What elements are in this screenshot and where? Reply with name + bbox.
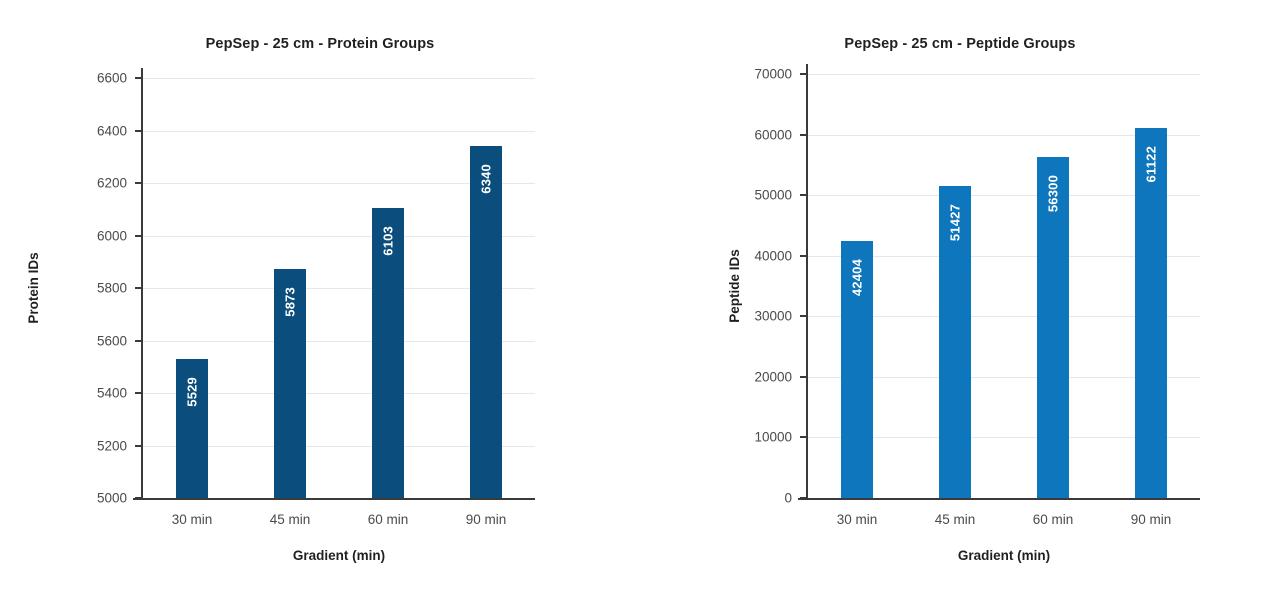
y-axis-tick — [800, 255, 808, 257]
y-axis-tick-label: 5200 — [96, 438, 127, 454]
y-axis-line — [806, 64, 808, 498]
y-axis-tick — [135, 130, 143, 132]
y-axis-line — [141, 68, 143, 498]
y-axis-tick — [800, 376, 808, 378]
plot-canvas-protein-groups: 6600 6400 6200 6000 5800 5600 5400 5200 5000 5529… — [97, 68, 535, 527]
gridline — [143, 236, 535, 237]
bar[interactable]: 6340 — [470, 146, 502, 498]
y-axis-tick — [800, 436, 808, 438]
y-axis-tick-label: 5800 — [96, 280, 127, 296]
bar-value-label: 56300 — [1045, 175, 1061, 213]
y-axis-tick-label: 5600 — [96, 333, 127, 349]
x-axis-tick-label: 90 min — [1130, 512, 1172, 527]
chart-panel-peptide-groups: PepSep - 25 cm - Peptide Groups 70000 600… — [640, 0, 1280, 596]
x-axis-title-gradient: Gradient (min) — [292, 548, 386, 563]
y-axis-tick-label: 50000 — [754, 187, 792, 203]
y-axis-tick — [800, 73, 808, 75]
gridline — [808, 135, 1200, 136]
y-axis-tick-label: 6600 — [96, 70, 127, 86]
y-axis-tick — [800, 194, 808, 196]
bar[interactable]: 5873 — [274, 269, 306, 498]
bar[interactable]: 61122 — [1135, 128, 1167, 498]
plot-area-peptide-groups: 70000 60000 50000 40000 30000 20000 10000 0 4240… — [754, 64, 1200, 527]
bar[interactable]: 5529 — [176, 359, 208, 498]
gridline — [808, 316, 1200, 317]
bar-value-label: 51427 — [947, 204, 963, 242]
y-axis-tick-label: 5400 — [96, 385, 127, 401]
bar-value-label: 5529 — [184, 377, 200, 407]
chart-title-protein-groups: PepSep - 25 cm - Protein Groups — [205, 36, 435, 52]
gridline — [808, 74, 1200, 75]
gridline — [143, 183, 535, 184]
gridline — [808, 437, 1200, 438]
y-axis-tick-label: 6000 — [96, 228, 127, 244]
x-axis-tick-label: 30 min — [171, 512, 213, 527]
y-axis-tick — [135, 77, 143, 79]
gridline — [808, 195, 1200, 196]
y-axis-tick — [135, 182, 143, 184]
gridline — [808, 256, 1200, 257]
bar-value-label: 6103 — [380, 226, 396, 256]
bar-value-label: 61122 — [1143, 146, 1159, 183]
y-axis-tick — [135, 340, 143, 342]
y-axis-tick-label: 20000 — [754, 369, 792, 385]
y-axis-tick-label: 30000 — [754, 308, 792, 324]
x-axis-tick-label: 60 min — [1032, 512, 1074, 527]
y-axis-tick — [135, 392, 143, 394]
bar[interactable]: 56300 — [1037, 157, 1069, 498]
x-axis-title-gradient: Gradient (min) — [957, 548, 1051, 563]
y-axis-title-protein-ids: Protein IDs — [26, 252, 41, 324]
bar[interactable]: 51427 — [939, 186, 971, 498]
x-axis-tick-label: 90 min — [465, 512, 507, 527]
y-axis-tick — [800, 315, 808, 317]
x-axis-line — [798, 498, 1200, 500]
chart-panel-protein-groups: PepSep - 25 cm - Protein Groups 6600 6400… — [26, 36, 535, 563]
x-axis-tick-label: 45 min — [934, 512, 976, 527]
y-axis-tick-label: 6200 — [96, 175, 127, 191]
bar-value-label: 5873 — [282, 287, 298, 317]
y-axis-tick — [135, 287, 143, 289]
y-axis-tick-label: 40000 — [754, 248, 792, 264]
bar-value-label: 6340 — [478, 164, 494, 194]
y-axis-tick — [135, 445, 143, 447]
bar[interactable]: 42404 — [841, 241, 873, 498]
gridline — [143, 131, 535, 132]
y-axis-tick — [135, 235, 143, 237]
y-axis-tick-label: 60000 — [754, 127, 792, 143]
bar-value-label: 42404 — [849, 259, 865, 297]
y-axis-tick-label: 10000 — [754, 429, 792, 445]
y-axis-title-peptide-ids: Peptide IDs — [727, 249, 742, 323]
plot-canvas-peptide-groups: 70000 60000 50000 40000 30000 20000 10000 0 4240… — [754, 64, 1200, 527]
plot-area-protein-groups: 6600 6400 6200 6000 5800 5600 5400 5200 5000 5529… — [97, 68, 535, 527]
x-axis-tick-label: 45 min — [269, 512, 311, 527]
x-axis-tick-label: 30 min — [836, 512, 878, 527]
x-axis-line — [133, 498, 535, 500]
gridline — [808, 377, 1200, 378]
chart-title-peptide-groups: PepSep - 25 cm - Peptide Groups — [844, 36, 1076, 52]
y-axis-tick-label: 0 — [784, 490, 792, 506]
y-axis-tick-label: 5000 — [96, 490, 127, 506]
gridline — [143, 393, 535, 394]
x-axis-tick-label: 60 min — [367, 512, 409, 527]
y-axis-tick-label: 70000 — [754, 66, 792, 82]
gridline — [143, 341, 535, 342]
bar[interactable]: 6103 — [372, 208, 404, 498]
y-axis-tick-label: 6400 — [96, 123, 127, 139]
gridline — [143, 446, 535, 447]
gridline — [143, 288, 535, 289]
gridline — [143, 78, 535, 79]
y-axis-tick — [800, 134, 808, 136]
